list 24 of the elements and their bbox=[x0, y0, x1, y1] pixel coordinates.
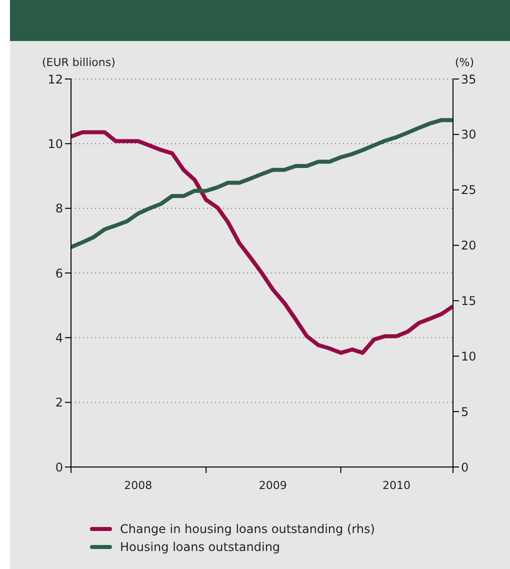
y-tick-label: 8 bbox=[55, 202, 63, 216]
y2-tick-label: 20 bbox=[461, 238, 476, 253]
y-axis-title: (EUR billions) bbox=[42, 56, 116, 69]
y2-tick-label: 0 bbox=[461, 460, 469, 474]
y-tick-label: 6 bbox=[55, 266, 63, 280]
y-tick-label: 0 bbox=[55, 460, 63, 474]
y-tick-label: 10 bbox=[48, 136, 63, 151]
y2-axis-title: (%) bbox=[455, 56, 474, 69]
y-tick-label: 2 bbox=[55, 396, 63, 410]
y2-tick-label: 10 bbox=[461, 349, 476, 364]
x-tick-label: 2009 bbox=[258, 479, 287, 492]
y2-tick-label: 30 bbox=[461, 128, 476, 142]
x-tick-label: 2008 bbox=[124, 479, 152, 492]
y-tick-label: 4 bbox=[55, 330, 63, 345]
legend-label: Housing loans outstanding bbox=[120, 540, 280, 554]
line-series bbox=[71, 130, 453, 355]
y2-tick-label: 25 bbox=[461, 183, 476, 198]
x-tick-label: 2010 bbox=[382, 479, 411, 492]
y2-tick-label: 5 bbox=[461, 404, 469, 419]
line-series bbox=[71, 118, 453, 250]
legend-label: Change in housing loans outstanding (rhs) bbox=[120, 522, 375, 536]
y2-tick-label: 15 bbox=[461, 294, 476, 308]
y-tick-label: 12 bbox=[48, 72, 63, 86]
y2-tick-label: 35 bbox=[461, 72, 476, 86]
